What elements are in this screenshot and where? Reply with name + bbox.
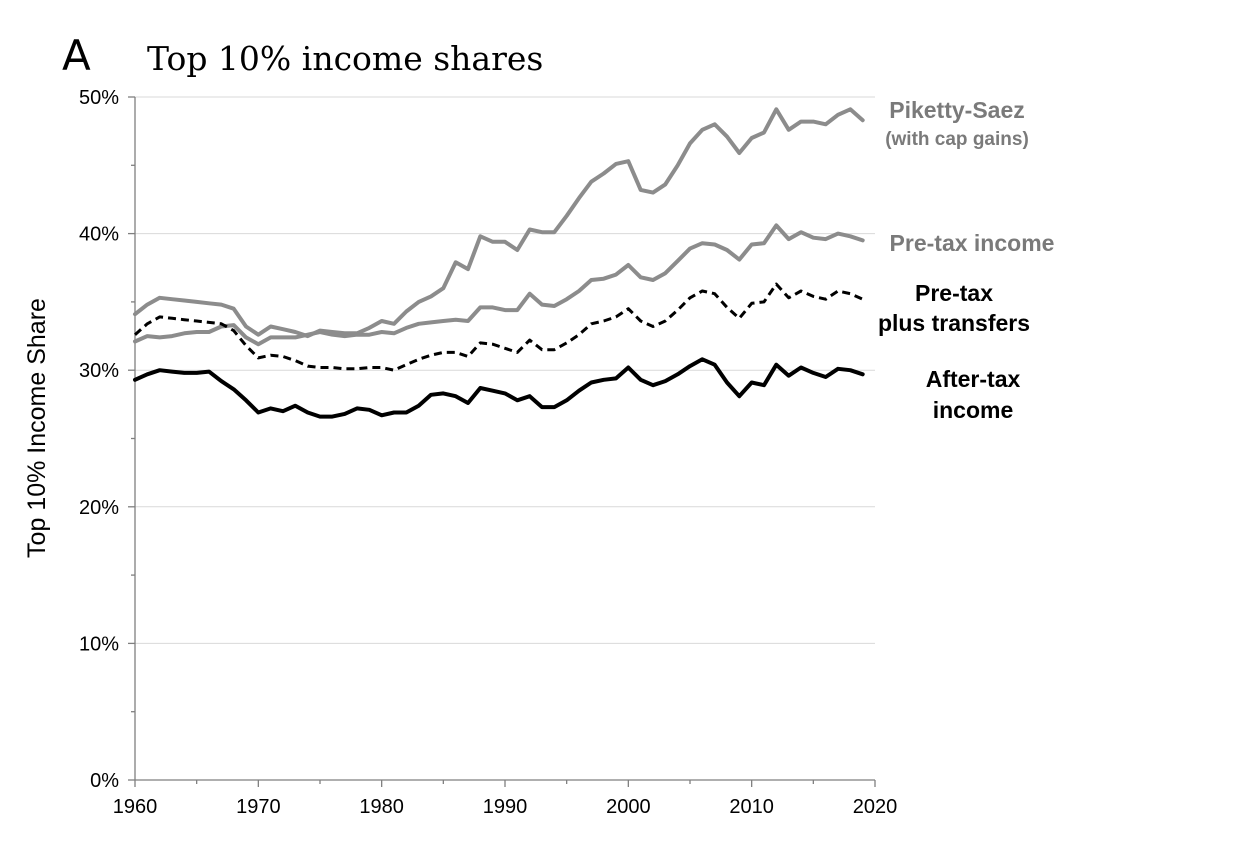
gridlines [135,96,875,644]
series-lines [133,107,865,419]
series-line-after-tax-income [133,357,865,419]
series-line-pre-tax-plus-transfers [134,282,864,372]
chart-title: Top 10% income shares [147,39,543,78]
label-pre-tax-income: Pre-tax income [890,230,1055,256]
y-tick-label-30: 30% [79,360,119,382]
y-tick-label-10: 10% [79,633,119,655]
y-tick-label-0: 0% [90,770,119,792]
axes [128,96,876,787]
x-tick-labels: 1960 1970 1980 1990 2000 2010 2020 [113,796,898,818]
y-axis-label: Top 10% Income Share [23,298,51,558]
x-tick-label-1960: 1960 [113,796,158,818]
series-line-piketty-saez [133,107,865,339]
label-pre-tax-transfers-sub: plus transfers [878,310,1030,336]
label-after-tax: After-tax [926,366,1021,392]
y-tick-labels: 0% 10% 20% 30% 40% 50% [79,87,119,792]
y-tick-label-50: 50% [79,87,119,109]
y-tick-label-20: 20% [79,497,119,519]
x-tick-label-2000: 2000 [606,796,651,818]
x-tick-label-1970: 1970 [236,796,281,818]
label-piketty-saez: Piketty-Saez [889,97,1025,123]
label-piketty-saez-sub: (with cap gains) [885,129,1029,150]
x-tick-label-2010: 2010 [729,796,774,818]
panel-letter: A [62,31,91,80]
x-tick-label-2020: 2020 [853,796,898,818]
label-pre-tax-transfers: Pre-tax [915,280,993,306]
series-line-pre-tax-income [133,223,865,347]
x-tick-label-1990: 1990 [483,796,528,818]
label-after-tax-sub: income [933,397,1014,423]
y-tick-label-40: 40% [79,224,119,246]
x-tick-label-1980: 1980 [359,796,404,818]
